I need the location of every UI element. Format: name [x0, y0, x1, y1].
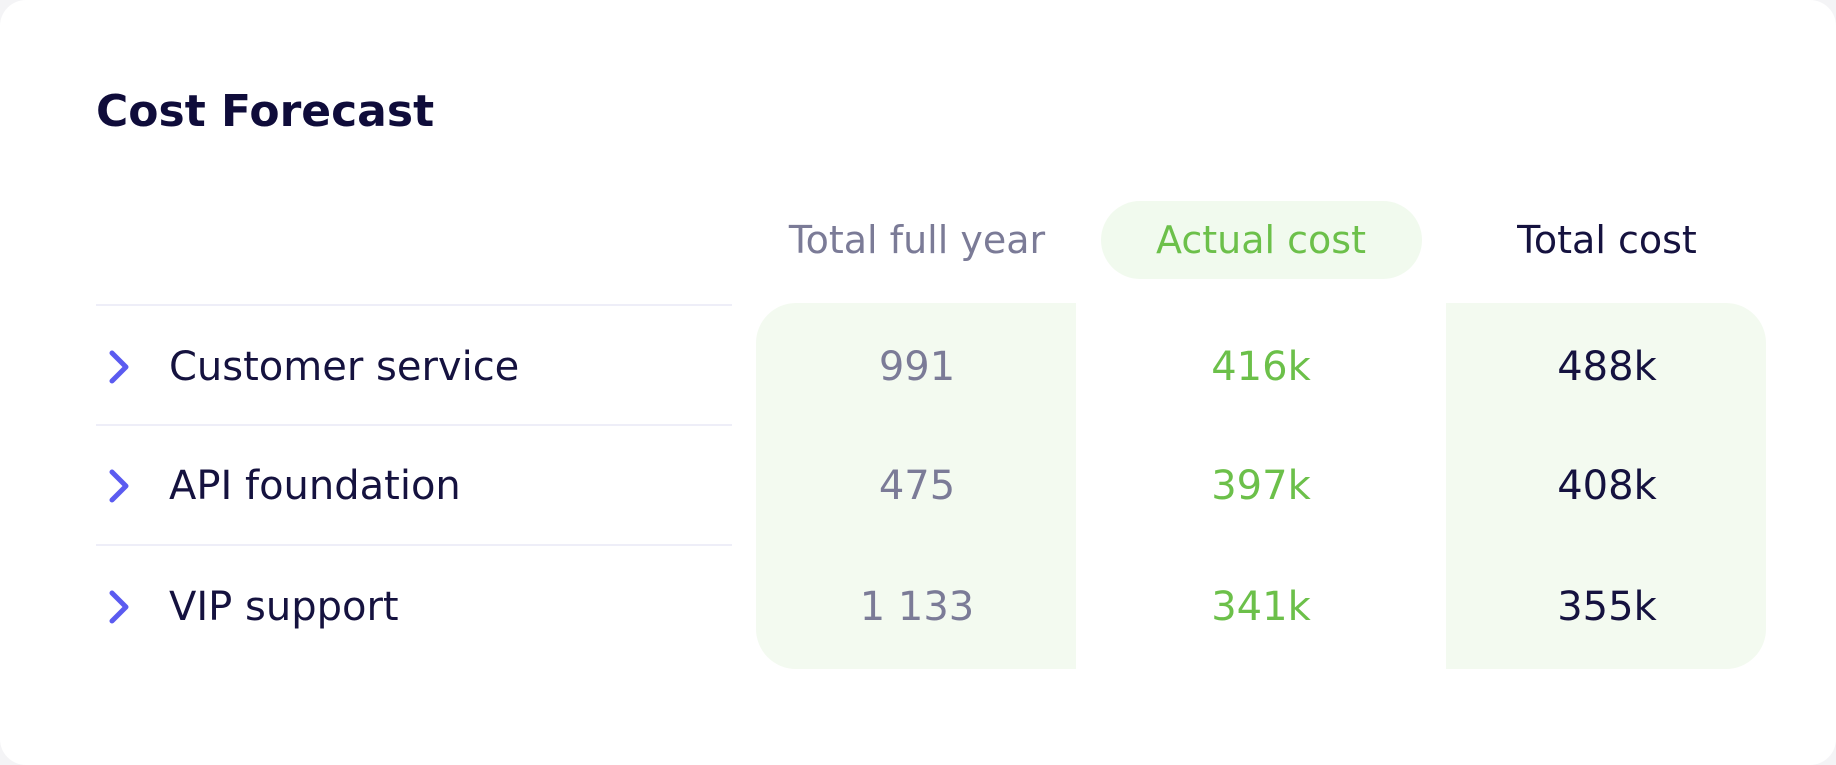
column-background — [756, 303, 1076, 669]
row-divider — [96, 424, 732, 426]
row-divider — [96, 544, 732, 546]
cell-value: 397k — [1211, 463, 1311, 509]
cell-value: 488k — [1557, 344, 1657, 390]
cell-value: 341k — [1211, 584, 1311, 630]
cell-value: 475 — [878, 463, 956, 509]
expand-chevron[interactable] — [106, 468, 134, 504]
column-background — [1446, 303, 1766, 669]
cell-value: 991 — [878, 344, 956, 390]
chevron-icon — [109, 590, 129, 624]
row-label: API foundation — [169, 463, 461, 509]
cell-value: 1 133 — [859, 584, 975, 630]
column-header: Total full year — [788, 218, 1046, 262]
column-header: Total cost — [1517, 218, 1697, 262]
expand-chevron[interactable] — [106, 589, 134, 625]
column-header: Actual cost — [1156, 218, 1366, 262]
title: Cost Forecast — [96, 86, 435, 137]
cell-value: 408k — [1557, 463, 1657, 509]
chevron-icon — [109, 469, 129, 503]
row-divider — [96, 304, 732, 306]
column-highlight — [1101, 201, 1422, 279]
chevron-icon — [109, 350, 129, 384]
row-label: Customer service — [169, 344, 520, 390]
row-label: VIP support — [169, 584, 399, 630]
cell-value: 416k — [1211, 344, 1311, 390]
cell-value: 355k — [1557, 584, 1657, 630]
expand-chevron[interactable] — [106, 349, 134, 385]
